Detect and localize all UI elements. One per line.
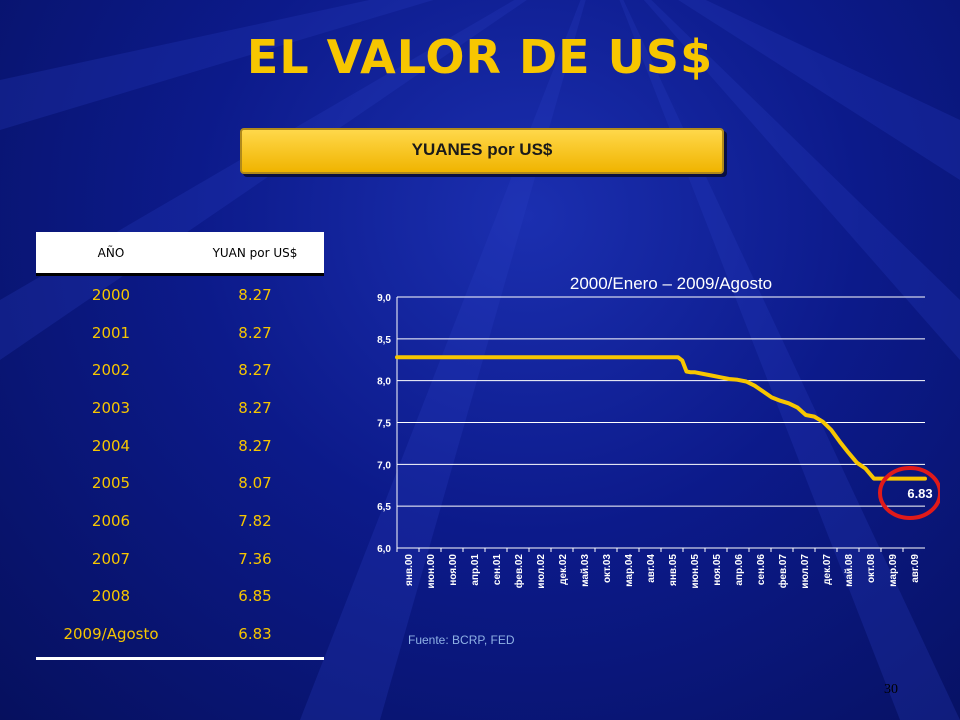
x-tick-label: май.03 [580, 554, 591, 587]
cell-year: 2009/Agosto [63, 625, 159, 644]
cell-year: 2001 [91, 323, 131, 342]
x-tick-label: сен.06 [756, 554, 767, 586]
banner: YUANES por US$ [240, 128, 724, 174]
cell-value: 7.36 [238, 549, 272, 568]
table-row: 2000 8.27 [36, 276, 324, 314]
exchange-rate-chart: 2000/Enero – 2009/Agosto 9,0 8,5 8,0 7,5 7,0 6… [377, 274, 940, 589]
x-tick-label: июн.00 [426, 554, 437, 589]
exchange-table: AÑO YUAN por US$ 2000 8.27 2001 8.27 2002 8… [36, 232, 324, 660]
cell-year: 2002 [91, 361, 131, 380]
cell-value: 8.27 [238, 436, 272, 455]
cell-value: 8.27 [238, 398, 272, 417]
table-body: 2000 8.27 2001 8.27 2002 8.27 2003 8.27 2004… [36, 276, 324, 653]
y-tick-label: 6,0 [377, 544, 391, 555]
header-value: YUAN por US$ [212, 245, 298, 260]
x-tick-label: мар.09 [888, 554, 899, 587]
table-row: 2005 8.07 [36, 464, 324, 502]
cell-value: 6.85 [238, 587, 272, 606]
x-tick-label: дек.07 [822, 554, 833, 585]
table-row: 2007 7.36 [36, 540, 324, 578]
header-year: AÑO [97, 245, 125, 260]
x-tick-label: май.08 [844, 554, 855, 587]
cell-year: 2005 [91, 474, 131, 493]
cell-value: 7.82 [238, 511, 272, 530]
page-number: 30 [884, 682, 898, 697]
x-tick-label: ноя.05 [712, 554, 723, 586]
cell-value: 8.27 [238, 323, 272, 342]
chart-title: 2000/Enero – 2009/Agosto [570, 274, 772, 293]
cell-year: 2003 [91, 398, 131, 417]
y-tick-label: 8,0 [377, 377, 391, 388]
x-tick-label: янв.00 [404, 554, 415, 586]
x-tick-label: апр.06 [734, 554, 745, 586]
table-row: 2002 8.27 [36, 351, 324, 389]
cell-year: 2000 [91, 285, 131, 304]
x-tick-label: июл.02 [536, 554, 547, 589]
x-tick-label: фев.07 [777, 554, 789, 589]
table-header: AÑO YUAN por US$ [36, 232, 324, 276]
source-note: Fuente: BCRP, FED [408, 633, 515, 647]
annotation-label: 6.83 [907, 486, 932, 501]
x-tick-label: дек.02 [558, 554, 569, 585]
cell-year: 2006 [91, 511, 131, 530]
cell-value: 8.27 [238, 285, 272, 304]
x-tick-label: янв.05 [668, 554, 679, 586]
series-line [395, 355, 927, 481]
x-tick-label: авг.09 [910, 554, 921, 583]
y-tick-label: 7,5 [377, 419, 391, 430]
table-row: 2004 8.27 [36, 427, 324, 465]
x-tick-label: окт.03 [602, 554, 613, 583]
cell-value: 8.07 [238, 474, 272, 493]
x-tick-label: окт.08 [866, 554, 877, 583]
cell-year: 2004 [91, 436, 131, 455]
slide-title: EL VALOR DE US$ [246, 30, 714, 84]
cell-value: 6.83 [238, 625, 272, 644]
y-tick-label: 7,0 [377, 460, 391, 471]
cell-value: 8.27 [238, 361, 272, 380]
table-row: 2003 8.27 [36, 389, 324, 427]
y-tick-label: 8,5 [377, 335, 391, 346]
y-tick-label: 9,0 [377, 293, 391, 304]
x-tick-label: июн.05 [690, 554, 701, 589]
table-row: 2008 6.85 [36, 578, 324, 616]
y-tick-label: 6,5 [377, 502, 391, 513]
x-tick-label: апр.01 [470, 554, 481, 586]
table-bottom-rule [36, 656, 324, 660]
x-tick-label: сен.01 [492, 554, 503, 586]
table-row: 2009/Agosto 6.83 [36, 615, 324, 653]
table-row: 2001 8.27 [36, 314, 324, 352]
x-tick-label: ноя.00 [448, 554, 459, 586]
x-tick-label: мар.04 [624, 554, 635, 587]
x-tick-label: июл.07 [800, 554, 811, 589]
x-tick-label: фев.02 [513, 554, 525, 589]
highlight-circle [878, 466, 940, 520]
cell-year: 2007 [91, 549, 131, 568]
x-tick-label: авг.04 [646, 554, 657, 583]
cell-year: 2008 [91, 587, 131, 606]
table-row: 2006 7.82 [36, 502, 324, 540]
